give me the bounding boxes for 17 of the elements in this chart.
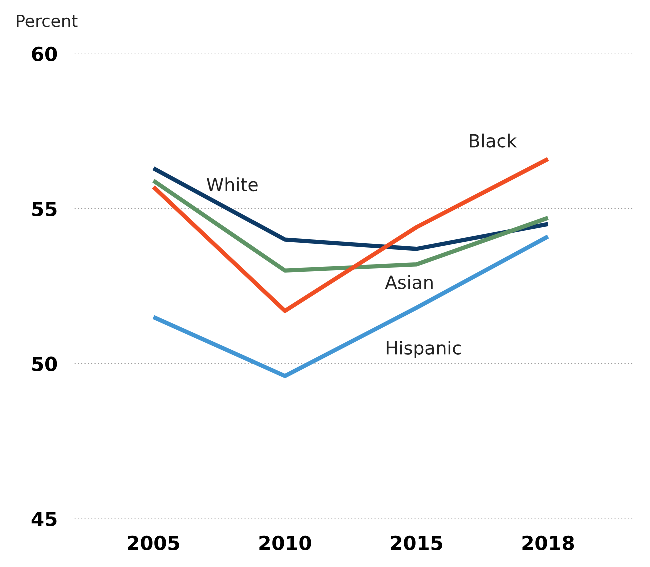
y-axis-title: Percent bbox=[17, 15, 78, 28]
line-series bbox=[152, 166, 550, 252]
series-label: Hispanic bbox=[386, 340, 462, 358]
series-label: Asian bbox=[385, 275, 433, 290]
line-series bbox=[152, 157, 550, 314]
y-tick-label: 45 bbox=[32, 512, 57, 526]
y-tick-label: 60 bbox=[32, 46, 58, 62]
y-tick-label: 50 bbox=[32, 356, 58, 372]
x-tick-label: 2005 bbox=[128, 536, 180, 551]
line-series bbox=[152, 178, 550, 273]
series-label: Black bbox=[470, 134, 518, 148]
x-tick-label: 2010 bbox=[260, 536, 312, 551]
x-tick-label: 2018 bbox=[522, 536, 574, 551]
x-tick-label: 2015 bbox=[391, 536, 442, 551]
y-tick-label: 55 bbox=[32, 202, 57, 217]
series-label: White bbox=[206, 178, 258, 192]
line-series bbox=[152, 234, 550, 378]
